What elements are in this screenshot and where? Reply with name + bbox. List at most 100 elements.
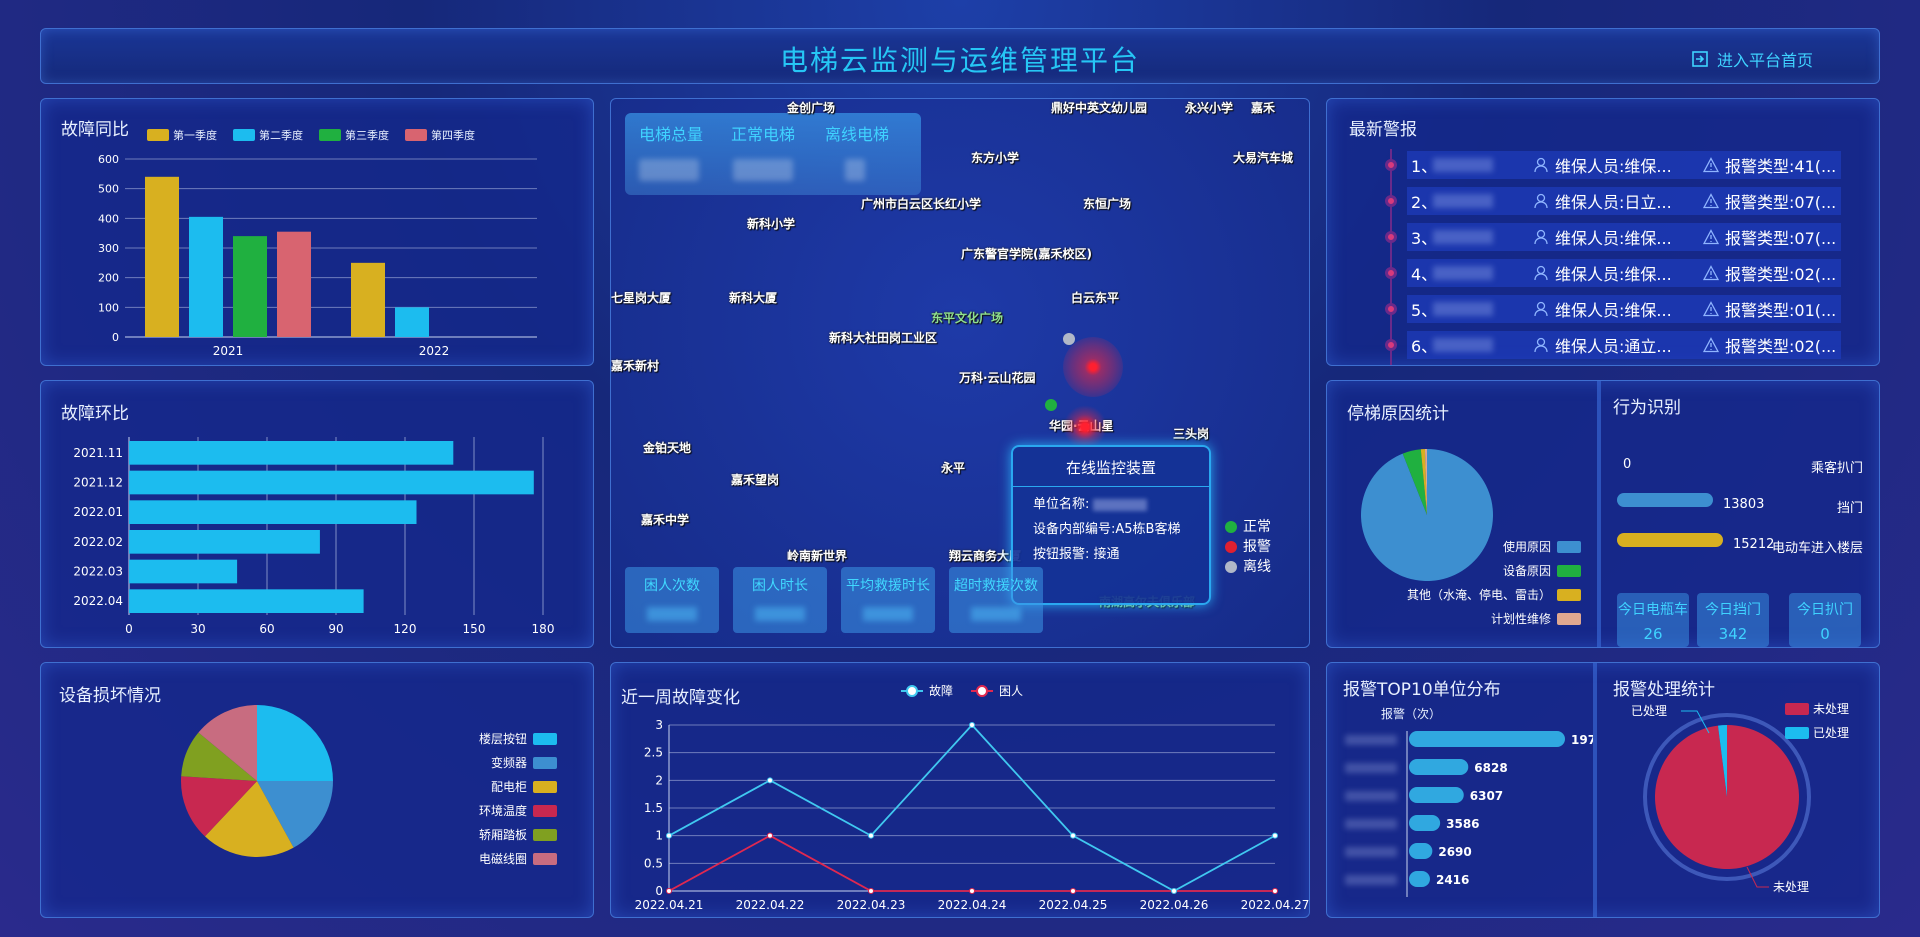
bar[interactable] <box>277 231 311 337</box>
pie-slice[interactable] <box>1420 449 1427 515</box>
y-tick-label: 0 <box>112 331 119 344</box>
map-poi[interactable]: 白云东平 <box>1071 291 1120 305</box>
map-poi[interactable]: 新科大厦 <box>729 291 778 305</box>
data-point[interactable] <box>969 722 975 728</box>
data-point[interactable] <box>1070 832 1076 839</box>
alarm-item[interactable]: 1、 维保人员:维保... 报警类型:41(... <box>1407 151 1841 179</box>
legend-item[interactable]: 第三季度 <box>319 127 389 143</box>
legend-label[interactable]: 已处理 <box>1813 726 1849 740</box>
legend-label[interactable]: 未处理 <box>1813 702 1849 716</box>
card-today-ebike-value: 26 <box>1643 625 1663 643</box>
bar[interactable] <box>145 176 179 337</box>
data-point[interactable] <box>1272 832 1278 839</box>
x-tick-label: 0 <box>125 622 133 636</box>
legend-item[interactable]: 第四季度 <box>405 127 475 143</box>
timeline-dot <box>1385 159 1397 171</box>
data-point[interactable] <box>1272 888 1278 894</box>
map-poi[interactable]: 嘉禾望岗 <box>731 473 780 487</box>
data-point[interactable] <box>1070 888 1076 894</box>
alarm-marker[interactable] <box>1063 405 1107 449</box>
popup-title: 在线监控装置 <box>1013 447 1209 487</box>
data-point[interactable] <box>868 888 874 894</box>
map-poi[interactable]: 金创广场 <box>787 101 836 115</box>
legend-swatch <box>533 781 557 793</box>
bar[interactable] <box>351 262 385 337</box>
map-poi[interactable]: 岭南新世界 <box>787 549 848 563</box>
pie-slice[interactable] <box>257 781 333 848</box>
fault-yoy-chart: 0 100 200 300 400 500 600 2021 2022 <box>98 153 537 358</box>
bar[interactable] <box>1409 815 1441 831</box>
map-poi[interactable]: 鼎好中英文幼儿园 <box>1051 101 1148 115</box>
bar[interactable] <box>129 500 417 524</box>
data-point[interactable] <box>767 832 773 839</box>
alarm-type-label: 报警类型:41(... <box>1725 157 1837 176</box>
map-poi[interactable]: 嘉禾 <box>1251 101 1276 115</box>
bar[interactable] <box>1409 759 1469 775</box>
alarm-item[interactable]: 2、 维保人员:日立... 报警类型:07(... <box>1407 187 1841 215</box>
map-poi[interactable]: 新科大社田岗工业区 <box>829 331 938 345</box>
map-panel[interactable]: 电梯总量 正常电梯 离线电梯 金创广场 鼎好中英文幼儿园 永兴小学 东方小学 大易汽车城… <box>610 98 1310 648</box>
bar[interactable] <box>129 441 454 465</box>
alarm-item[interactable]: 3、 维保人员:维保... 报警类型:07(... <box>1407 223 1841 251</box>
pie-slice[interactable] <box>198 705 257 781</box>
card-avg-rescue: 平均救援时长 <box>841 567 935 633</box>
bar[interactable] <box>129 589 364 613</box>
map-poi[interactable]: 广东警官学院(嘉禾校区) <box>961 247 1092 261</box>
legend-item[interactable]: 第一季度 <box>147 127 217 143</box>
alarm-item[interactable]: 5、 维保人员:维保... 报警类型:01(... <box>1407 295 1841 323</box>
pie-slice[interactable] <box>1424 449 1427 515</box>
popup-unit: 单位名称: <box>1013 487 1209 512</box>
bar[interactable] <box>1409 731 1565 747</box>
map-poi[interactable]: 七星岗大厦 <box>611 291 672 305</box>
map-poi[interactable]: 东方小学 <box>971 151 1020 165</box>
data-point[interactable] <box>666 888 672 894</box>
legend-label[interactable]: 困人 <box>999 684 1023 698</box>
map-poi[interactable]: 嘉禾新村 <box>611 359 660 373</box>
bar[interactable] <box>129 470 534 495</box>
map-poi[interactable]: 翔云商务大厦 <box>949 549 1022 563</box>
home-link[interactable]: 进入平台首页 <box>1691 47 1813 71</box>
map-poi[interactable]: 万科·云山花园 <box>959 371 1036 385</box>
data-point[interactable] <box>969 888 975 894</box>
bar[interactable] <box>1409 843 1433 859</box>
map-poi[interactable]: 永平 <box>941 461 966 475</box>
data-point[interactable] <box>1171 888 1177 894</box>
data-point[interactable] <box>666 832 672 839</box>
pie-slice[interactable] <box>257 705 333 781</box>
map-poi[interactable]: 金铂天地 <box>643 441 692 455</box>
map-poi[interactable]: 东平文化广场 <box>931 311 1004 325</box>
behavior-value: 15212 <box>1733 537 1775 552</box>
pie-slice[interactable] <box>181 776 257 837</box>
bar[interactable] <box>1409 787 1464 803</box>
pie-slice[interactable] <box>1717 725 1727 797</box>
x-tick-label: 2021 <box>213 344 244 358</box>
alarm-marker[interactable] <box>1063 337 1123 397</box>
bar[interactable] <box>129 530 320 554</box>
data-point[interactable] <box>767 777 773 784</box>
normal-marker[interactable] <box>1045 399 1057 411</box>
legend-label: 楼层按钮 <box>479 731 527 746</box>
map-poi[interactable]: 三头岗 <box>1173 427 1210 441</box>
legend-label[interactable]: 故障 <box>929 683 953 698</box>
bar[interactable] <box>233 236 267 337</box>
pie-slice[interactable] <box>181 732 257 781</box>
map-poi[interactable]: 大易汽车城 <box>1233 151 1294 165</box>
data-point[interactable] <box>868 832 874 839</box>
pie-slice[interactable] <box>1402 449 1427 515</box>
offline-marker[interactable] <box>1063 333 1075 345</box>
map-poi[interactable]: 东恒广场 <box>1083 197 1132 211</box>
legend-item[interactable]: 第二季度 <box>233 127 303 143</box>
person-icon <box>1534 265 1548 281</box>
bar[interactable] <box>395 307 429 337</box>
bar[interactable] <box>189 216 223 337</box>
pie-slice[interactable] <box>204 781 294 857</box>
alarm-person-label: 维保人员:维保... <box>1555 265 1672 284</box>
map-poi[interactable]: 永兴小学 <box>1185 101 1234 115</box>
map-poi[interactable]: 广州市白云区长红小学 <box>861 197 982 211</box>
map-poi[interactable]: 嘉禾中学 <box>641 513 690 527</box>
bar[interactable] <box>129 559 238 584</box>
map-poi[interactable]: 新科小学 <box>747 217 796 231</box>
alarm-item[interactable]: 4、 维保人员:维保... 报警类型:02(... <box>1407 259 1841 287</box>
alarm-item[interactable]: 6、 维保人员:通立... 报警类型:02(... <box>1407 331 1841 359</box>
bar[interactable] <box>1409 871 1430 887</box>
